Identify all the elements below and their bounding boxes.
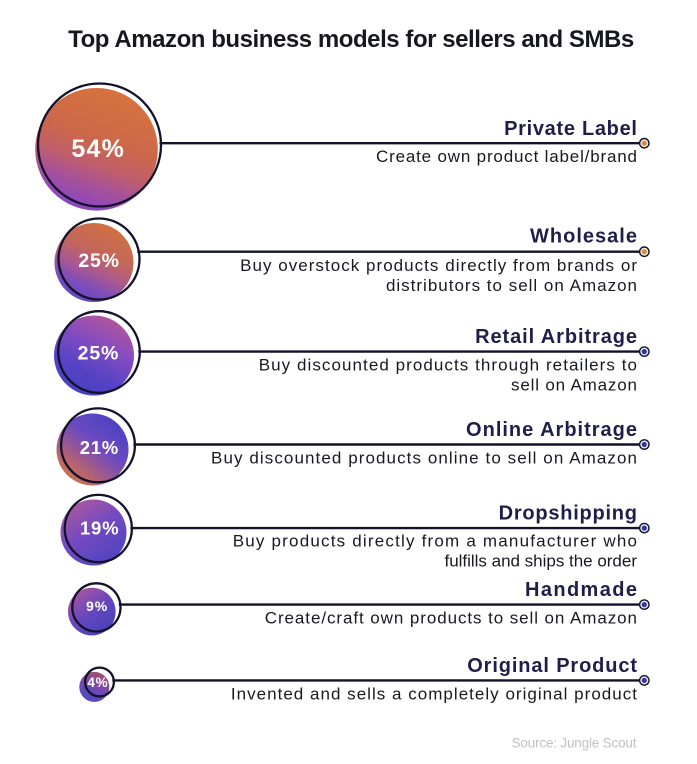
svg-text:Original Product: Original Product	[467, 655, 638, 677]
svg-text:Private Label: Private Label	[504, 118, 638, 140]
svg-text:54%: 54%	[71, 135, 125, 163]
svg-text:Online Arbitrage: Online Arbitrage	[466, 419, 638, 441]
svg-text:Buy products directly from a m: Buy products directly from a manufacture…	[233, 532, 638, 551]
svg-text:distributors to sell on Amazon: distributors to sell on Amazon	[386, 276, 638, 295]
svg-text:Retail Arbitrage: Retail Arbitrage	[475, 326, 638, 348]
svg-text:25%: 25%	[78, 343, 119, 365]
svg-text:Create/craft own products to s: Create/craft own products to sell on Ama…	[265, 609, 638, 628]
svg-text:fulfills and ships the order: fulfills and ships the order	[444, 552, 637, 571]
svg-text:Handmade: Handmade	[525, 579, 638, 601]
svg-text:Top Amazon business models for: Top Amazon business models for sellers a…	[68, 26, 634, 53]
svg-text:Wholesale: Wholesale	[530, 226, 638, 248]
svg-text:4%: 4%	[87, 675, 108, 690]
svg-text:Create own product label/brand: Create own product label/brand	[376, 147, 638, 166]
svg-text:25%: 25%	[78, 250, 119, 272]
svg-text:9%: 9%	[86, 598, 108, 614]
svg-text:21%: 21%	[80, 437, 119, 458]
svg-text:19%: 19%	[80, 518, 119, 539]
svg-text:Source: Jungle Scout: Source: Jungle Scout	[512, 736, 637, 751]
svg-text:Buy discounted products throug: Buy discounted products through retailer…	[259, 356, 638, 375]
svg-text:Invented and sells a completel: Invented and sells a completely original…	[231, 684, 638, 703]
svg-text:Dropshipping: Dropshipping	[499, 503, 638, 525]
svg-text:sell on Amazon: sell on Amazon	[511, 376, 638, 395]
svg-text:Buy overstock products directl: Buy overstock products directly from bra…	[240, 256, 638, 275]
svg-text:Buy discounted products online: Buy discounted products online to sell o…	[211, 449, 638, 468]
